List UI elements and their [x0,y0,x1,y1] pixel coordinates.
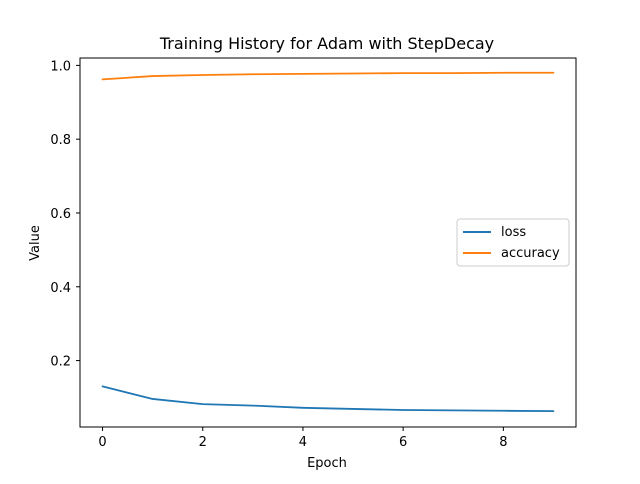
x-axis-label: Epoch [307,456,347,471]
legend-box [456,218,570,267]
x-tick-label: 8 [499,435,507,450]
x-tick-label: 2 [199,435,207,450]
x-tick-label: 0 [98,435,106,450]
y-tick-label: 0.8 [50,133,71,148]
plot-frame [79,57,577,428]
y-axis-label: Value [28,225,43,261]
y-tick-label: 0.6 [50,207,71,222]
y-tick-label: 0.4 [50,281,71,296]
legend: loss accuracy [456,218,570,267]
x-tick-label: 4 [299,435,307,450]
plot-area: 0 2 4 6 8 0.2 0.4 0.6 0.8 1.0 [50,57,577,450]
series-line-accuracy [101,71,555,81]
y-tick-label: 1.0 [50,59,71,74]
legend-label-loss: loss [501,225,526,240]
x-tick-label: 6 [399,435,407,450]
series-line-loss [101,385,555,413]
chart-title: Training History for Adam with StepDecay [159,34,494,53]
y-tick-label: 0.2 [50,355,71,370]
legend-label-accuracy: accuracy [501,246,560,261]
